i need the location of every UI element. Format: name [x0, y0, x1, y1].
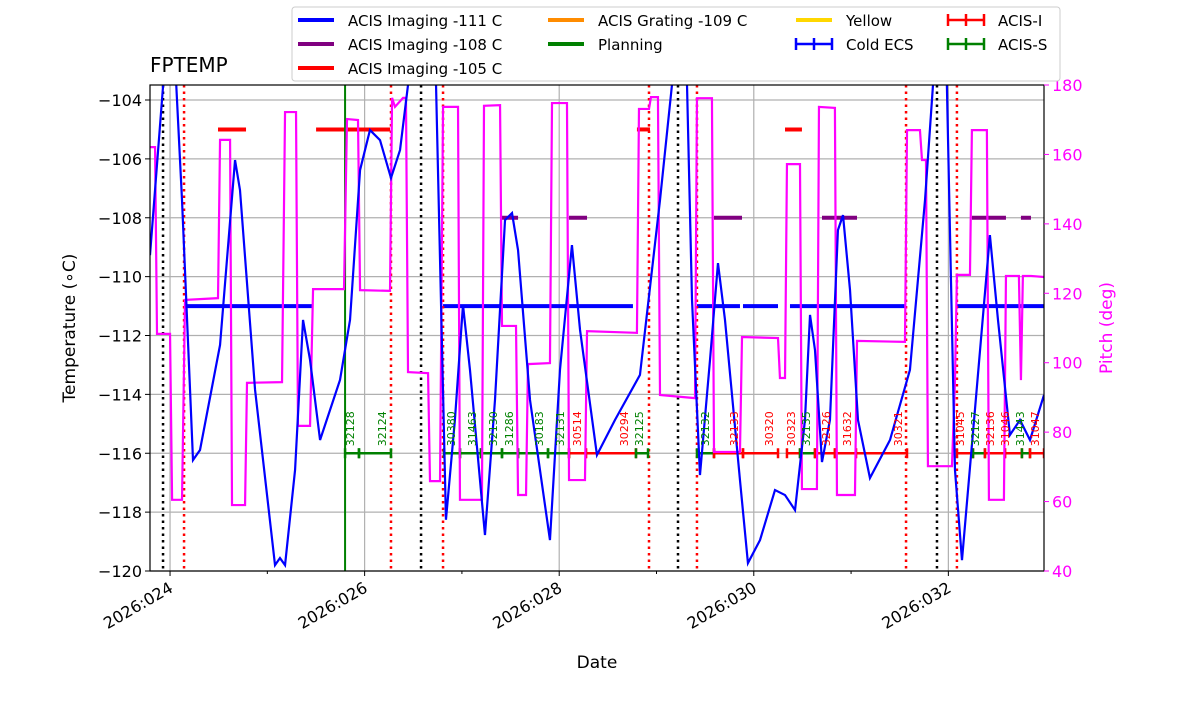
y2-tick-label: 40 [1052, 562, 1072, 581]
y-tick-label: −106 [98, 150, 142, 169]
x-tick-label: 2026:030 [684, 578, 760, 633]
obsid-label: 31463 [466, 411, 479, 446]
axes: −104 −106 −108 −110 −112 −114 −116 −118 −120 40 60… [98, 76, 1083, 633]
y-tick-label: −110 [98, 268, 142, 287]
obsid-label: 30183 [533, 411, 546, 446]
axes-frame [149, 84, 1045, 572]
x-tick-label: 2026:032 [878, 578, 954, 633]
obsid-label: 32136 [984, 411, 997, 446]
legend-label: Yellow [845, 12, 892, 30]
y-tick-label: −108 [98, 209, 142, 228]
legend-label: ACIS-S [998, 36, 1047, 54]
x-axis-label: Date [577, 653, 618, 673]
obsid-labels: 32128 32124 30380 31463 32130 31286 30183 32131… [344, 411, 1042, 446]
obsid-label: 30320 [763, 411, 776, 446]
obsid-label: 32132 [699, 411, 712, 446]
obsid-label: 32126 [820, 411, 833, 446]
temperature-line [150, 85, 1044, 569]
x-tick-label: 2026:026 [295, 578, 371, 633]
y2-tick-label: 180 [1052, 76, 1083, 95]
obsid-label: 30294 [618, 411, 631, 446]
obsid-label: 31046 [999, 411, 1012, 446]
series-group [150, 85, 1044, 571]
legend-label: ACIS Imaging -108 C [348, 36, 502, 54]
x-tick-label: 2026:028 [489, 578, 565, 633]
obsid-label: 32127 [969, 411, 982, 446]
legend: ACIS Imaging -111 C ACIS Grating -109 C Ye… [291, 6, 1061, 82]
y-axis-label: Temperature (∘C) [60, 254, 80, 404]
obsid-label: 31286 [503, 411, 516, 446]
legend-label: Planning [598, 36, 663, 54]
obsid-label: 32130 [487, 411, 500, 446]
obsid-label: 31045 [954, 411, 967, 446]
y2-tick-label: 80 [1052, 423, 1072, 442]
obsid-label: 31443 [1014, 411, 1027, 446]
legend-label: Cold ECS [846, 36, 914, 54]
y2-axis-label: Pitch (deg) [1097, 282, 1117, 374]
legend-label: ACIS Imaging -111 C [348, 12, 502, 30]
legend-label: ACIS-I [998, 12, 1042, 30]
y-tick-label: −112 [98, 327, 142, 346]
obsid-label: 32124 [376, 411, 389, 446]
obsid-label: 30514 [571, 411, 584, 446]
pitch-line [150, 96, 1044, 507]
plot-area: 32128 32124 30380 31463 32130 31286 30183 32131… [150, 85, 1044, 571]
obsid-label: 32131 [554, 411, 567, 446]
obsid-label: 32128 [344, 411, 357, 446]
legend-label: ACIS Grating -109 C [598, 12, 747, 30]
y-tick-label: −118 [98, 503, 142, 522]
obsid-label: 32125 [633, 411, 646, 446]
y2-tick-label: 100 [1052, 354, 1083, 373]
legend-box [291, 6, 1061, 82]
legend-label: ACIS Imaging -105 C [348, 60, 502, 78]
y2-tick-label: 60 [1052, 493, 1072, 512]
y-tick-label: −114 [98, 385, 142, 404]
y2-tick-label: 140 [1052, 215, 1083, 234]
x-tick-label: 2026:024 [100, 578, 176, 633]
obsid-label: 32133 [728, 411, 741, 446]
obsid-label: 31047 [1029, 411, 1042, 446]
obsid-label: 30323 [785, 411, 798, 446]
obsid-label: 30380 [445, 411, 458, 446]
obsid-label: 30321 [892, 411, 905, 446]
obsid-label: 32135 [800, 411, 813, 446]
obsid-label: 31632 [841, 411, 854, 446]
y-tick-label: −104 [98, 91, 142, 110]
chart-title: FPTEMP [150, 53, 228, 77]
y2-tick-label: 160 [1052, 145, 1083, 164]
y-tick-label: −116 [98, 444, 142, 463]
y-tick-label: −120 [98, 562, 142, 581]
y2-tick-label: 120 [1052, 284, 1083, 303]
